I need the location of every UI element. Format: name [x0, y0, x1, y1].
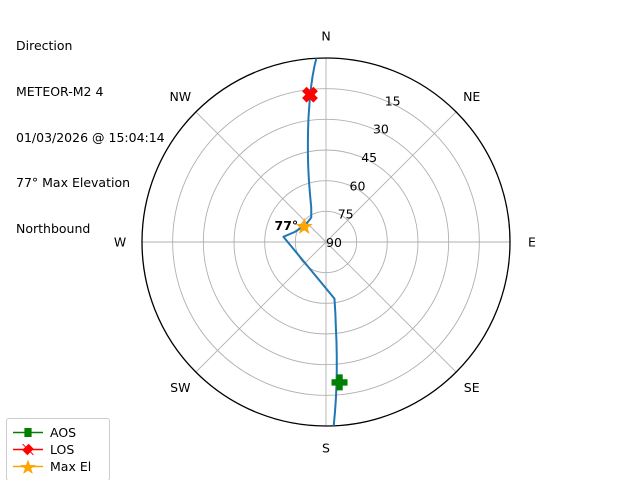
azimuth-spoke-NE	[325, 111, 457, 243]
header-line-max-elevation: 77° Max Elevation	[16, 175, 131, 191]
x-marker-icon	[13, 443, 43, 456]
azimuth-grid-spokes	[142, 58, 510, 426]
compass-label-W: W	[114, 235, 126, 250]
elevation-tick-60: 60	[350, 178, 366, 193]
compass-label-SW: SW	[170, 380, 190, 395]
elevation-tick-45: 45	[361, 150, 377, 165]
compass-label-N: N	[321, 29, 330, 44]
compass-labels: N NE E SE S SW W NW	[114, 29, 536, 456]
compass-label-E: E	[528, 235, 536, 250]
max-elevation-annotation: 77°	[275, 218, 299, 233]
legend-label-maxel: Max El	[50, 459, 92, 474]
marker-aos	[331, 374, 348, 391]
elevation-tick-labels: 15 30 45 60 75 90	[326, 93, 401, 250]
marker-los	[302, 86, 318, 103]
elevation-tick-15: 15	[385, 93, 401, 108]
azimuth-spoke-SE	[325, 241, 457, 373]
compass-label-S: S	[322, 441, 330, 456]
compass-label-NW: NW	[169, 89, 191, 104]
marker-max-el	[295, 217, 313, 235]
header-line-timestamp: 01/03/2026 @ 15:04:14	[16, 129, 165, 145]
elevation-tick-30: 30	[373, 122, 389, 137]
legend-label-los: LOS	[50, 442, 75, 457]
elevation-tick-90: 90	[326, 235, 342, 250]
elevation-tick-75: 75	[338, 207, 354, 222]
compass-label-SE: SE	[464, 380, 480, 395]
satellite-track-line	[282, 58, 338, 426]
chart-header: Direction METEOR-M2 4 01/03/2026 @ 15:04…	[16, 8, 165, 266]
compass-label-NE: NE	[463, 89, 480, 104]
legend-label-aos: AOS	[50, 425, 77, 440]
event-markers	[295, 86, 348, 391]
chart-legend: AOS LOS Max El	[6, 418, 110, 480]
legend-item-aos[interactable]: AOS	[12, 424, 103, 441]
star-marker-icon	[13, 459, 43, 474]
header-line-direction: Direction	[16, 38, 73, 54]
horizon-circle	[141, 57, 511, 427]
azimuth-spoke-SW	[195, 241, 327, 373]
legend-item-los[interactable]: LOS	[12, 441, 103, 458]
header-line-satellite: METEOR-M2 4	[16, 84, 104, 100]
header-line-pass-direction: Northbound	[16, 220, 91, 236]
plus-marker-icon	[13, 428, 43, 437]
legend-item-maxel[interactable]: Max El	[12, 458, 103, 475]
